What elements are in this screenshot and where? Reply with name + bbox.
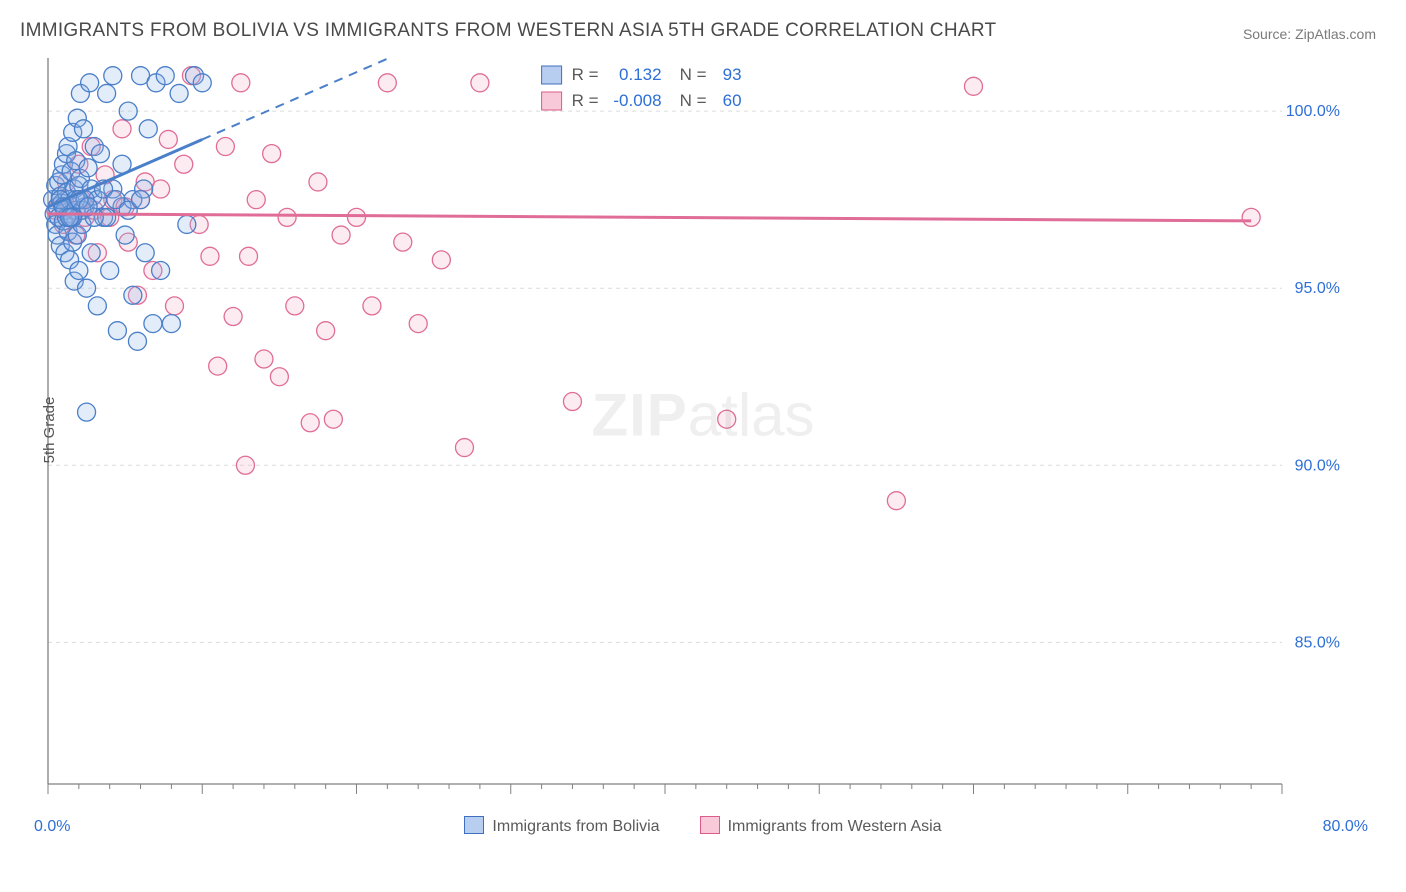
y-tick-label: 85.0% (1295, 634, 1340, 651)
trend-line-dashed-bolivia (202, 58, 389, 139)
scatter-point-bolivia (178, 215, 196, 233)
trend-line-westernasia (48, 214, 1251, 221)
scatter-point-bolivia (124, 286, 142, 304)
svg-text:R =: R = (572, 91, 599, 110)
scatter-point-bolivia (136, 244, 154, 262)
scatter-point-westernasia (409, 315, 427, 333)
y-tick-label: 95.0% (1295, 280, 1340, 297)
scatter-point-westernasia (278, 208, 296, 226)
scatter-point-westernasia (563, 393, 581, 411)
scatter-point-westernasia (263, 145, 281, 163)
legend-label: Immigrants from Western Asia (728, 818, 942, 835)
scatter-point-bolivia (101, 261, 119, 279)
svg-text:93: 93 (723, 65, 742, 84)
scatter-point-bolivia (108, 322, 126, 340)
y-tick-label: 100.0% (1286, 103, 1340, 120)
scatter-point-westernasia (232, 74, 250, 92)
scatter-point-westernasia (332, 226, 350, 244)
legend-swatch-icon (464, 816, 484, 834)
svg-text:0.132: 0.132 (619, 65, 662, 84)
legend-item-bolivia: Immigrants from Bolivia (464, 818, 659, 835)
scatter-point-bolivia (152, 261, 170, 279)
scatter-point-westernasia (301, 414, 319, 432)
scatter-point-bolivia (128, 332, 146, 350)
svg-text:R =: R = (572, 65, 599, 84)
chart-title: IMMIGRANTS FROM BOLIVIA VS IMMIGRANTS FR… (20, 20, 996, 42)
scatter-point-westernasia (255, 350, 273, 368)
scatter-point-bolivia (156, 67, 174, 85)
scatter-point-bolivia (61, 208, 79, 226)
scatter-point-westernasia (324, 410, 342, 428)
scatter-point-bolivia (78, 279, 96, 297)
scatter-point-westernasia (165, 297, 183, 315)
scatter-point-bolivia (74, 120, 92, 138)
scatter-point-bolivia (139, 120, 157, 138)
scatter-point-westernasia (471, 74, 489, 92)
scatter-point-westernasia (113, 120, 131, 138)
scatter-point-bolivia (78, 403, 96, 421)
scatter-point-bolivia (170, 84, 188, 102)
svg-text:N =: N = (680, 91, 707, 110)
scatter-point-bolivia (91, 145, 109, 163)
x-axis-max-label: 80.0% (1323, 818, 1368, 836)
scatter-point-westernasia (394, 233, 412, 251)
scatter-point-westernasia (201, 247, 219, 265)
scatter-point-westernasia (887, 492, 905, 510)
scatter-point-bolivia (132, 191, 150, 209)
scatter-point-westernasia (432, 251, 450, 269)
scatter-point-bolivia (116, 226, 134, 244)
scatter-point-bolivia (193, 74, 211, 92)
scatter-point-bolivia (98, 84, 116, 102)
legend-item-westernasia: Immigrants from Western Asia (700, 818, 942, 835)
scatter-point-bolivia (144, 315, 162, 333)
scatter-point-westernasia (309, 173, 327, 191)
scatter-point-bolivia (81, 74, 99, 92)
scatter-point-westernasia (455, 439, 473, 457)
scatter-point-westernasia (378, 74, 396, 92)
scatter-point-bolivia (88, 297, 106, 315)
y-tick-label: 90.0% (1295, 457, 1340, 474)
svg-text:N =: N = (680, 65, 707, 84)
bottom-legend: 0.0% Immigrants from Bolivia Immigrants f… (0, 816, 1406, 836)
scatter-point-bolivia (79, 159, 97, 177)
scatter-point-westernasia (152, 180, 170, 198)
stat-legend: R = 0.132 N = 93 R = -0.008 N = 60 (542, 65, 742, 110)
svg-text:60: 60 (723, 91, 742, 110)
scatter-point-westernasia (240, 247, 258, 265)
source-label: Source: ZipAtlas.com (1243, 26, 1376, 42)
scatter-point-westernasia (175, 155, 193, 173)
scatter-point-westernasia (363, 297, 381, 315)
scatter-point-westernasia (965, 77, 983, 95)
legend-swatch-icon (700, 816, 720, 834)
scatter-point-westernasia (209, 357, 227, 375)
scatter-point-bolivia (82, 244, 100, 262)
scatter-point-westernasia (348, 208, 366, 226)
scatter-point-bolivia (119, 102, 137, 120)
y-axis-title: 5th Grade (41, 397, 58, 464)
scatter-point-westernasia (224, 308, 242, 326)
scatter-point-westernasia (317, 322, 335, 340)
correlation-chart: 85.0% 90.0% 95.0% 100.0% R = 0.132 N = 93 R = -0.… (20, 50, 1360, 810)
scatter-point-westernasia (216, 138, 234, 156)
scatter-point-westernasia (286, 297, 304, 315)
scatter-point-westernasia (270, 368, 288, 386)
x-axis-min-label: 0.0% (34, 818, 70, 836)
legend-label: Immigrants from Bolivia (492, 818, 659, 835)
scatter-point-westernasia (236, 456, 254, 474)
scatter-point-westernasia (247, 191, 265, 209)
scatter-point-westernasia (718, 410, 736, 428)
scatter-point-bolivia (70, 261, 88, 279)
scatter-point-westernasia (159, 130, 177, 148)
scatter-point-bolivia (162, 315, 180, 333)
svg-text:-0.008: -0.008 (613, 91, 661, 110)
scatter-point-westernasia (1242, 208, 1260, 226)
scatter-point-bolivia (104, 67, 122, 85)
